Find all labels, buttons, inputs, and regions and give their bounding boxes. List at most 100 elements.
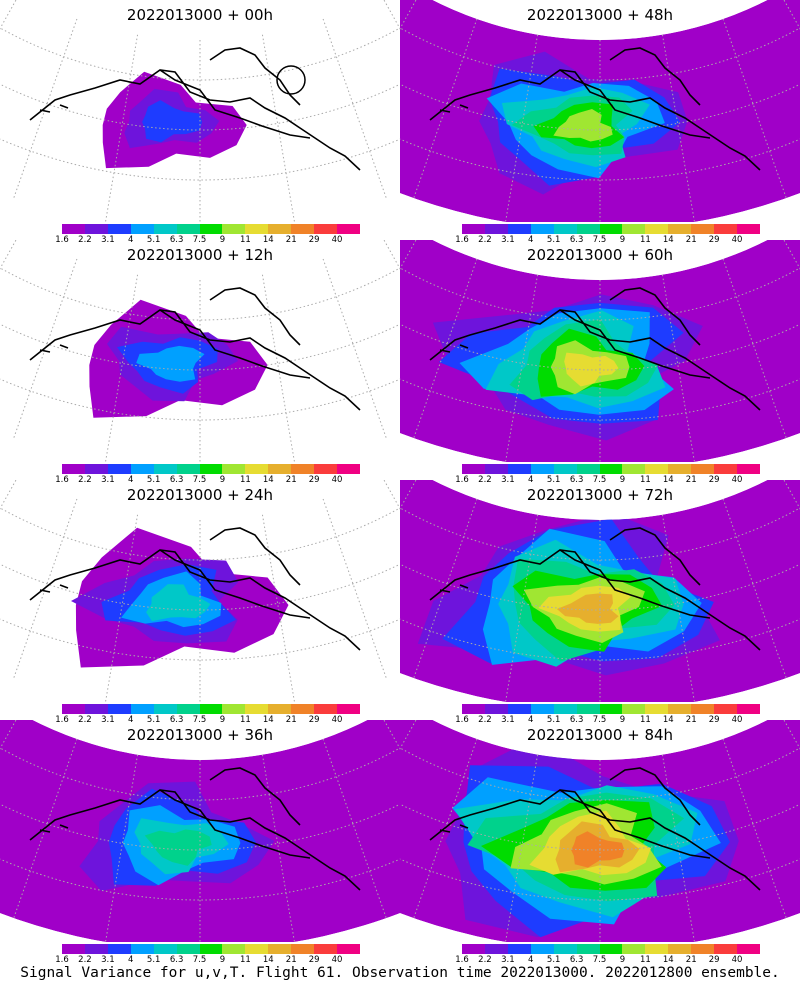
colorbar-swatch bbox=[245, 704, 269, 714]
colorbar-swatch bbox=[668, 944, 692, 954]
panel-title: 2022013000 + 48h bbox=[526, 6, 674, 24]
variance-map bbox=[400, 480, 800, 702]
colorbar-tick-label: 29 bbox=[708, 955, 720, 965]
colorbar-swatch bbox=[576, 704, 600, 714]
colorbar-tick-label: 4 bbox=[528, 475, 534, 485]
colorbar-tick-label: 2.2 bbox=[78, 235, 92, 245]
colorbar-swatch bbox=[484, 944, 508, 954]
panel-title: 2022013000 + 72h bbox=[526, 486, 674, 504]
lat-lon-grid bbox=[400, 480, 800, 702]
colorbar-swatch bbox=[462, 464, 485, 474]
colorbar-tick-label: 40 bbox=[331, 955, 343, 965]
colorbar-tick-label: 7.5 bbox=[592, 475, 607, 485]
colorbar-tick-label: 4 bbox=[128, 235, 134, 245]
colorbar-tick-label: 40 bbox=[731, 955, 743, 965]
colorbar-swatch bbox=[668, 464, 692, 474]
colorbar-swatch bbox=[714, 704, 738, 714]
colorbar-tick-label: 2.2 bbox=[478, 715, 492, 725]
colorbar-tick-label: 40 bbox=[731, 235, 743, 245]
colorbar-ticks: 1.6 2.2 3.1 4 5.1 6.3 7.5 9 11 14 21 29 40 bbox=[452, 955, 772, 967]
colorbar-tick-label: 11 bbox=[239, 715, 251, 725]
coastline bbox=[29, 527, 361, 651]
colorbar-tick-label: 21 bbox=[685, 235, 697, 245]
variance-map bbox=[0, 240, 400, 462]
colorbar-tick-label: 40 bbox=[331, 235, 343, 245]
colorbar-swatch bbox=[153, 944, 177, 954]
colorbar-swatch bbox=[314, 704, 338, 714]
colorbar-swatch bbox=[268, 944, 292, 954]
colorbar-tick-label: 14 bbox=[662, 955, 674, 965]
colorbar-swatch bbox=[507, 224, 531, 234]
colorbar-swatch bbox=[484, 464, 508, 474]
colorbar-swatch bbox=[222, 944, 246, 954]
colorbar-swatch bbox=[62, 464, 85, 474]
colorbar-tick-label: 1.6 bbox=[455, 475, 469, 485]
colorbar-ticks: 1.6 2.2 3.1 4 5.1 6.3 7.5 9 11 14 21 29 40 bbox=[52, 235, 372, 247]
colorbar-swatch bbox=[62, 944, 85, 954]
colorbar-swatch bbox=[507, 704, 531, 714]
colorbar-swatch bbox=[62, 224, 85, 234]
colorbar bbox=[462, 224, 760, 234]
coastline bbox=[29, 47, 361, 171]
colorbar-swatch bbox=[268, 224, 292, 234]
colorbar-swatch bbox=[314, 944, 338, 954]
colorbar-swatch bbox=[484, 224, 508, 234]
colorbar-tick-label: 1.6 bbox=[55, 955, 69, 965]
colorbar-swatch bbox=[176, 464, 200, 474]
colorbar-swatch bbox=[622, 704, 646, 714]
colorbar-tick-label: 11 bbox=[239, 475, 251, 485]
colorbar-ticks: 1.6 2.2 3.1 4 5.1 6.3 7.5 9 11 14 21 29 40 bbox=[52, 715, 372, 727]
colorbar-tick-label: 40 bbox=[331, 475, 343, 485]
variance-map bbox=[0, 720, 400, 942]
colorbar-tick-label: 6.3 bbox=[569, 475, 584, 485]
colorbar-swatch bbox=[576, 464, 600, 474]
colorbar-tick-label: 1.6 bbox=[55, 235, 69, 245]
colorbar-swatch bbox=[576, 224, 600, 234]
colorbar-tick-label: 29 bbox=[308, 955, 320, 965]
colorbar-tick-label: 9 bbox=[219, 475, 226, 485]
colorbar-tick-label: 4 bbox=[128, 475, 134, 485]
colorbar-tick-label: 4 bbox=[528, 235, 534, 245]
colorbar-tick-label: 1.6 bbox=[455, 715, 469, 725]
contour-fill bbox=[136, 345, 205, 382]
variance-map bbox=[0, 0, 400, 222]
colorbar-tick-label: 11 bbox=[639, 715, 651, 725]
coastline bbox=[429, 47, 761, 171]
colorbar-swatch bbox=[576, 944, 600, 954]
colorbar-swatch bbox=[291, 464, 315, 474]
colorbar-swatch bbox=[62, 704, 85, 714]
colorbar-tick-label: 4 bbox=[528, 715, 534, 725]
colorbar-tick-label: 29 bbox=[708, 475, 720, 485]
colorbar-tick-label: 9 bbox=[619, 475, 626, 485]
colorbar-swatch bbox=[484, 704, 508, 714]
colorbar-swatch bbox=[84, 224, 108, 234]
map-panel: 2022013000 + 84h 1.6 2.2 3.1 4 5.1 6.3 7.5 9 11 14… bbox=[400, 720, 800, 965]
colorbar-ticks: 1.6 2.2 3.1 4 5.1 6.3 7.5 9 11 14 21 29 40 bbox=[52, 475, 372, 487]
colorbar-swatch bbox=[107, 224, 131, 234]
colorbar-tick-label: 2.2 bbox=[78, 715, 92, 725]
panel-title: 2022013000 + 24h bbox=[126, 486, 274, 504]
colorbar-tick-label: 6.3 bbox=[569, 955, 584, 965]
colorbar-tick-label: 5.1 bbox=[546, 475, 561, 485]
colorbar-tick-label: 5.1 bbox=[146, 715, 161, 725]
colorbar-tick-label: 6.3 bbox=[569, 235, 584, 245]
colorbar-tick-label: 11 bbox=[239, 235, 251, 245]
colorbar-tick-label: 5.1 bbox=[146, 475, 161, 485]
colorbar-swatch bbox=[737, 464, 760, 474]
colorbar-tick-label: 14 bbox=[262, 955, 274, 965]
panel-title: 2022013000 + 36h bbox=[126, 726, 274, 744]
colorbar-tick-label: 14 bbox=[662, 235, 674, 245]
colorbar-swatch bbox=[462, 944, 485, 954]
colorbar-tick-label: 2.2 bbox=[78, 955, 92, 965]
colorbar-tick-label: 7.5 bbox=[592, 715, 607, 725]
colorbar-tick-label: 3.1 bbox=[501, 955, 515, 965]
colorbar-swatch bbox=[530, 224, 554, 234]
contour-fill bbox=[146, 584, 211, 622]
colorbar-swatch bbox=[599, 464, 623, 474]
colorbar-swatch bbox=[107, 464, 131, 474]
contour-fill bbox=[553, 109, 613, 142]
lat-lon-grid bbox=[0, 720, 400, 942]
colorbar-tick-label: 4 bbox=[528, 955, 534, 965]
colorbar-tick-label: 21 bbox=[285, 715, 297, 725]
lat-lon-grid bbox=[0, 240, 400, 462]
